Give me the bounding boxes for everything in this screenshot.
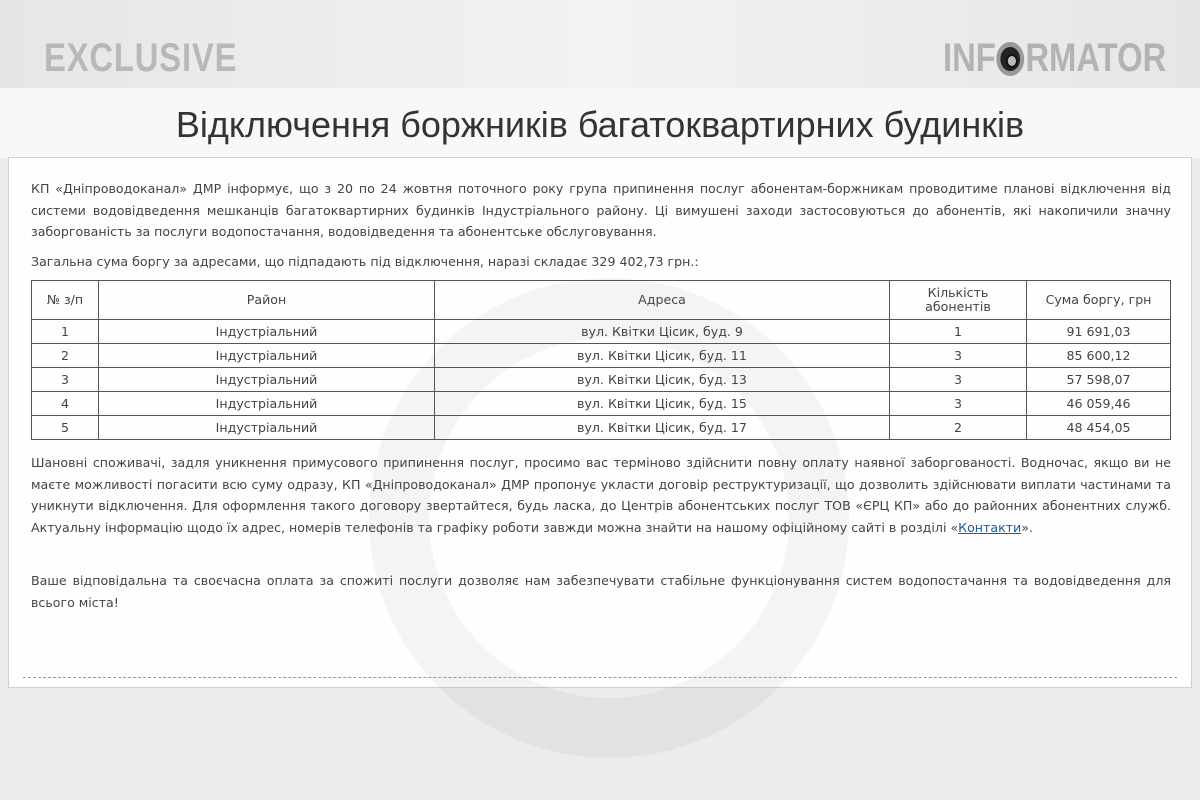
row-subscribers: 3: [889, 391, 1027, 416]
row-district: Індустріальний: [98, 415, 435, 440]
title-area: [0, 88, 1200, 158]
contacts-link[interactable]: Контакти: [958, 519, 1022, 535]
dashed-divider: [23, 677, 1177, 678]
col-number: № з/п: [31, 280, 99, 320]
row-debt: 46 059,46: [1026, 391, 1171, 416]
row-address: вул. Квітки Цісик, буд. 17: [434, 415, 890, 440]
exclusive-label: EXCLUSIVE: [44, 36, 238, 80]
informator-logo: INF RMATOR: [943, 36, 1166, 81]
article-box: КП «Дніпроводоканал» ДМР інформує, що з …: [8, 157, 1192, 758]
debt-table: № з/п Район Адреса Кількість абонентів С…: [31, 280, 1171, 440]
table-row: 3 Індустріальний вул. Квітки Цісик, буд. 1…: [31, 367, 1171, 392]
row-number: 2: [31, 343, 99, 368]
closing-paragraph: Ваше відповідальна та своєчасна оплата з…: [31, 573, 1171, 610]
row-district: Індустріальний: [98, 319, 435, 344]
row-district: Індустріальний: [98, 343, 435, 368]
table-row: 2 Індустріальний вул. Квітки Цісик, буд. 1…: [31, 343, 1171, 368]
row-debt: 48 454,05: [1026, 415, 1171, 440]
row-district: Індустріальний: [98, 391, 435, 416]
eye-icon: [996, 41, 1025, 76]
row-subscribers: 3: [889, 343, 1027, 368]
row-debt: 85 600,12: [1026, 343, 1171, 368]
logo-text-end: RMATOR: [1025, 36, 1166, 80]
appeal-paragraph: Шановні споживачі, задля уникнення приму…: [31, 452, 1171, 538]
total-paragraph: Загальна сума боргу за адресами, що підп…: [31, 253, 699, 269]
row-subscribers: 2: [889, 415, 1027, 440]
row-subscribers: 1: [889, 319, 1027, 344]
intro-paragraph: КП «Дніпроводоканал» ДМР інформує, що з …: [31, 181, 1171, 239]
col-district: Район: [98, 280, 435, 320]
article-content: КП «Дніпроводоканал» ДМР інформує, що з …: [31, 178, 1171, 621]
col-subscribers: Кількість абонентів: [889, 280, 1027, 320]
col-debt: Сума боргу, грн: [1026, 280, 1171, 320]
row-district: Індустріальний: [98, 367, 435, 392]
row-number: 3: [31, 367, 99, 392]
row-debt: 57 598,07: [1026, 367, 1171, 392]
table-row: 5 Індустріальний вул. Квітки Цісик, буд. 1…: [31, 415, 1171, 440]
page-title: Відключення боржників багатоквартирних б…: [175, 104, 1025, 145]
appeal-text: Шановні споживачі, задля уникнення приму…: [31, 455, 1171, 535]
row-address: вул. Квітки Цісик, буд. 15: [434, 391, 890, 416]
appeal-text-end: ».: [1021, 519, 1033, 535]
col-address: Адреса: [434, 280, 890, 320]
header-band: EXCLUSIVE INF RMATOR: [0, 0, 1200, 88]
row-number: 5: [31, 415, 99, 440]
row-address: вул. Квітки Цісик, буд. 11: [434, 343, 890, 368]
row-debt: 91 691,03: [1026, 319, 1171, 344]
row-subscribers: 3: [889, 367, 1027, 392]
row-address: вул. Квітки Цісик, буд. 9: [434, 319, 890, 344]
table-header-row: № з/п Район Адреса Кількість абонентів С…: [31, 280, 1171, 320]
row-number: 4: [31, 391, 99, 416]
row-number: 1: [31, 319, 99, 344]
logo-text-start: INF: [942, 36, 996, 80]
row-address: вул. Квітки Цісик, буд. 13: [434, 367, 890, 392]
table-row: 1 Індустріальний вул. Квітки Цісик, буд. 9…: [31, 319, 1171, 344]
table-row: 4 Індустріальний вул. Квітки Цісик, буд. 1…: [31, 391, 1171, 416]
